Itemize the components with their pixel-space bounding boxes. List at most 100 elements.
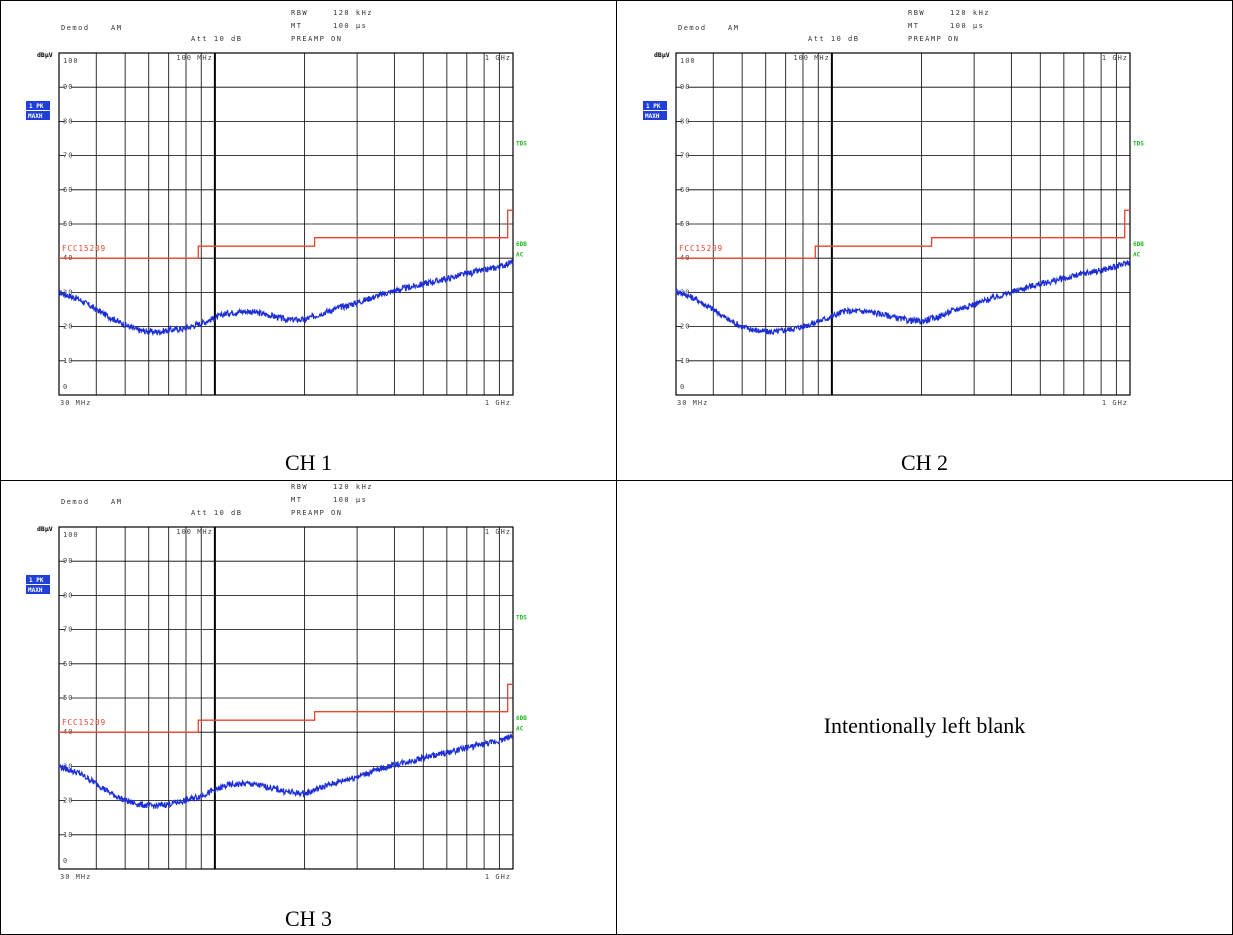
side-label-ac: AC <box>516 251 524 258</box>
side-label-tds: TDS <box>1133 140 1144 147</box>
header-am: AM <box>728 24 739 32</box>
badge-label-1: 1 PK <box>29 103 44 110</box>
header-mt-value: 100 µs <box>333 22 367 30</box>
panel-ch1: Demod AM Att 10 dB RBW 120 kHz MT 100 µs PREAMP… <box>0 0 617 481</box>
chart-ch3: Demod AM Att 10 dB RBW 120 kHz MT 100 µs PREAMP… <box>1 481 616 916</box>
y-tick-0: 0 <box>680 383 685 391</box>
badge-label-2: MAXH <box>645 113 660 120</box>
spectrum-svg-2: Demod AM Att 10 dB RBW 120 kHz MT 100 µs PREAMP… <box>643 9 1144 407</box>
header-am: AM <box>111 24 122 32</box>
header-rbw: RBW <box>291 483 308 491</box>
y-tick-90: 90 <box>63 83 73 91</box>
y-tick-100: 100 <box>63 57 79 65</box>
limit-line <box>676 209 1130 259</box>
x-tick-start: 30 MHz <box>60 399 91 407</box>
y-tick-60: 60 <box>63 660 73 668</box>
header-preamp: PREAMP ON <box>291 509 342 517</box>
spectrum-svg-3: Demod AM Att 10 dB RBW 120 kHz MT 100 µs PREAMP… <box>26 483 527 881</box>
header-mt: MT <box>291 22 302 30</box>
blank-note: Intentionally left blank <box>823 713 1026 738</box>
y-tick-10: 10 <box>680 357 690 365</box>
panel-ch3: Demod AM Att 10 dB RBW 120 kHz MT 100 µs PREAMP… <box>0 480 617 935</box>
side-label-ac: AC <box>516 725 524 732</box>
caption-ch3: CH 3 <box>284 906 333 931</box>
panel-ch2: Demod AM Att 10 dB RBW 120 kHz MT 100 µs PREAMP… <box>616 0 1233 481</box>
y-tick-0: 0 <box>63 857 68 865</box>
unit-label: dBµV <box>37 51 53 59</box>
y-tick-50: 50 <box>63 220 73 228</box>
badge-label-1: 1 PK <box>646 103 661 110</box>
spectrum-svg-1: Demod AM Att 10 dB RBW 120 kHz MT 100 µs PREAMP… <box>26 9 527 407</box>
y-tick-70: 70 <box>63 152 73 160</box>
x-tick-stop: 1 GHz <box>485 873 511 881</box>
y-tick-10: 10 <box>63 357 73 365</box>
y-tick-60: 60 <box>680 186 690 194</box>
header-rbw: RBW <box>291 9 308 17</box>
x-tick-stop: 1 GHz <box>1102 399 1128 407</box>
y-tick-100: 100 <box>63 531 79 539</box>
header-mt-value: 100 µs <box>950 22 984 30</box>
x-tick-stop: 1 GHz <box>485 399 511 407</box>
chart-ch1: Demod AM Att 10 dB RBW 120 kHz MT 100 µs PREAMP… <box>1 1 616 436</box>
side-label-6db: 6DB <box>516 241 527 248</box>
caption-ch2: CH 2 <box>900 450 949 475</box>
side-label-tds: TDS <box>516 614 527 621</box>
x-tick-top-right: 1 GHz <box>485 54 511 62</box>
trace-badge-bottom <box>643 111 667 120</box>
y-tick-80: 80 <box>63 117 73 125</box>
emission-trace <box>58 733 513 810</box>
limit-label: FCC15209 <box>62 718 106 727</box>
header-am: AM <box>111 498 122 506</box>
y-tick-60: 60 <box>63 186 73 194</box>
header-rbw-value: 120 kHz <box>333 9 373 17</box>
header-rbw-value: 120 kHz <box>950 9 990 17</box>
header-att: Att 10 dB <box>808 35 859 43</box>
y-tick-30: 30 <box>63 288 73 296</box>
x-tick-marker: 100 MHz <box>176 54 213 62</box>
y-tick-70: 70 <box>680 152 690 160</box>
x-tick-start: 30 MHz <box>677 399 708 407</box>
badge-label-2: MAXH <box>28 113 43 120</box>
y-tick-80: 80 <box>680 117 690 125</box>
y-tick-20: 20 <box>63 797 73 805</box>
unit-label: dBµV <box>37 525 53 533</box>
x-tick-top-right: 1 GHz <box>485 528 511 536</box>
y-tick-10: 10 <box>63 831 73 839</box>
header-att: Att 10 dB <box>191 509 242 517</box>
x-tick-marker: 100 MHz <box>793 54 830 62</box>
limit-line <box>59 683 513 733</box>
x-tick-start: 30 MHz <box>60 873 91 881</box>
x-tick-marker: 100 MHz <box>176 528 213 536</box>
y-tick-90: 90 <box>63 557 73 565</box>
y-tick-20: 20 <box>680 323 690 331</box>
side-label-6db: 6DB <box>516 715 527 722</box>
y-tick-50: 50 <box>680 220 690 228</box>
limit-label: FCC15209 <box>679 244 723 253</box>
header-rbw-value: 120 kHz <box>333 483 373 491</box>
trace-badge-top <box>26 575 50 584</box>
trace-badge-bottom <box>26 585 50 594</box>
trace-badge-bottom <box>26 111 50 120</box>
y-tick-50: 50 <box>63 694 73 702</box>
header-preamp: PREAMP ON <box>291 35 342 43</box>
y-tick-70: 70 <box>63 626 73 634</box>
header-demod: Demod <box>61 498 90 506</box>
side-label-tds: TDS <box>516 140 527 147</box>
trace-badge-top <box>643 101 667 110</box>
caption-ch1: CH 1 <box>284 450 333 475</box>
x-tick-top-right: 1 GHz <box>1102 54 1128 62</box>
header-rbw: RBW <box>908 9 925 17</box>
panel-blank: Intentionally left blank <box>616 480 1233 935</box>
header-demod: Demod <box>678 24 707 32</box>
chart-ch2: Demod AM Att 10 dB RBW 120 kHz MT 100 µs PREAMP… <box>617 1 1232 436</box>
y-tick-0: 0 <box>63 383 68 391</box>
header-mt: MT <box>908 22 919 30</box>
emission-trace <box>58 259 514 337</box>
y-tick-30: 30 <box>63 762 73 770</box>
side-label-6db: 6DB <box>1133 241 1144 248</box>
y-tick-90: 90 <box>680 83 690 91</box>
header-mt: MT <box>291 496 302 504</box>
trace-badge-top <box>26 101 50 110</box>
header-mt-value: 100 µs <box>333 496 367 504</box>
y-tick-20: 20 <box>63 323 73 331</box>
